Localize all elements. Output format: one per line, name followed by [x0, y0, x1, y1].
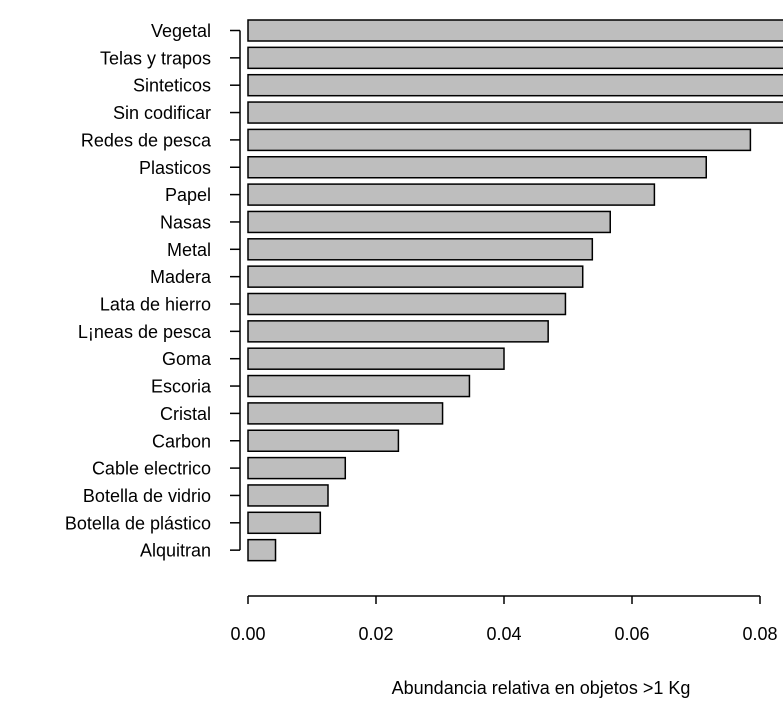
bar-1 — [247, 46, 783, 70]
category-label-18: Botella de plástico — [65, 513, 211, 533]
bar-15 — [247, 429, 400, 452]
x-axis-title: Abundancia relativa en objetos >1 Kg — [392, 678, 691, 698]
bar-3 — [247, 101, 783, 124]
bar-5 — [247, 156, 707, 179]
bars-layer — [247, 19, 783, 562]
category-label-7: Nasas — [160, 212, 211, 232]
x-axis: 0.00 0.02 0.04 0.06 0.08 — [230, 595, 778, 644]
bar-9 — [247, 265, 584, 288]
category-labels: Vegetal Telas y trapos Sinteticos Sin codif… — [65, 21, 241, 561]
category-label-3: Sin codificar — [113, 103, 211, 123]
bar-11 — [247, 320, 549, 343]
bar-19 — [247, 538, 277, 562]
category-label-1: Telas y trapos — [100, 48, 211, 68]
x-tick-label-0: 0.00 — [230, 624, 265, 644]
category-label-13: Escoria — [151, 377, 212, 397]
category-label-14: Cristal — [160, 404, 211, 424]
category-label-12: Goma — [162, 349, 212, 369]
category-label-6: Papel — [165, 185, 211, 205]
category-label-0: Vegetal — [151, 21, 211, 41]
x-tick-label-3: 0.06 — [614, 624, 649, 644]
category-label-9: Madera — [150, 267, 212, 287]
category-label-5: Plasticos — [139, 158, 211, 178]
category-label-11: L¡neas de pesca — [78, 322, 212, 342]
category-label-2: Sinteticos — [133, 76, 211, 96]
x-tick-label-4: 0.08 — [742, 624, 777, 644]
bar-7 — [247, 210, 611, 234]
bar-8 — [247, 238, 594, 261]
category-label-17: Botella de vidrio — [83, 486, 211, 506]
bar-18 — [247, 511, 322, 535]
bar-4 — [247, 128, 752, 152]
category-label-19: Alquitran — [140, 541, 211, 561]
category-label-15: Carbon — [152, 431, 211, 451]
bar-2 — [247, 73, 783, 97]
bar-16 — [247, 456, 347, 480]
bar-0 — [247, 19, 783, 42]
bar-14 — [247, 402, 444, 425]
x-tick-label-1: 0.02 — [358, 624, 393, 644]
category-label-8: Metal — [167, 240, 211, 260]
bar-13 — [247, 374, 471, 398]
bar-17 — [247, 484, 329, 507]
category-label-10: Lata de hierro — [100, 295, 211, 315]
bar-12 — [247, 347, 505, 370]
bar-10 — [247, 292, 567, 316]
category-label-4: Redes de pesca — [81, 130, 212, 150]
x-tick-label-2: 0.04 — [486, 624, 521, 644]
category-label-16: Cable electrico — [92, 459, 211, 479]
bar-6 — [247, 183, 656, 206]
